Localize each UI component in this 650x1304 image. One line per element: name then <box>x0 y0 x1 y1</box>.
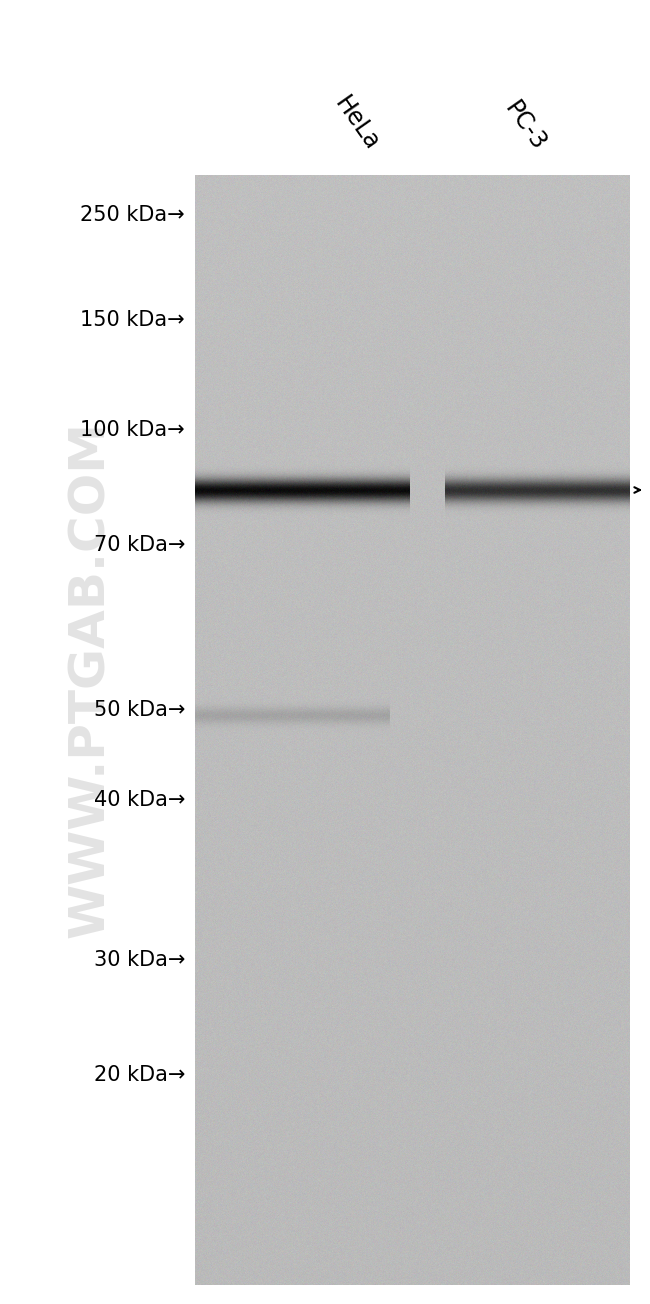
Text: WWW.PTGAB.COM: WWW.PTGAB.COM <box>66 421 114 939</box>
Text: 100 kDa→: 100 kDa→ <box>81 420 185 439</box>
Text: 40 kDa→: 40 kDa→ <box>94 790 185 810</box>
Text: HeLa: HeLa <box>330 93 384 155</box>
Text: 150 kDa→: 150 kDa→ <box>81 310 185 330</box>
Text: 70 kDa→: 70 kDa→ <box>94 535 185 556</box>
Text: PC-3: PC-3 <box>500 96 551 155</box>
Text: 30 kDa→: 30 kDa→ <box>94 951 185 970</box>
Text: 250 kDa→: 250 kDa→ <box>81 205 185 226</box>
Text: 50 kDa→: 50 kDa→ <box>94 700 185 720</box>
Text: 20 kDa→: 20 kDa→ <box>94 1065 185 1085</box>
